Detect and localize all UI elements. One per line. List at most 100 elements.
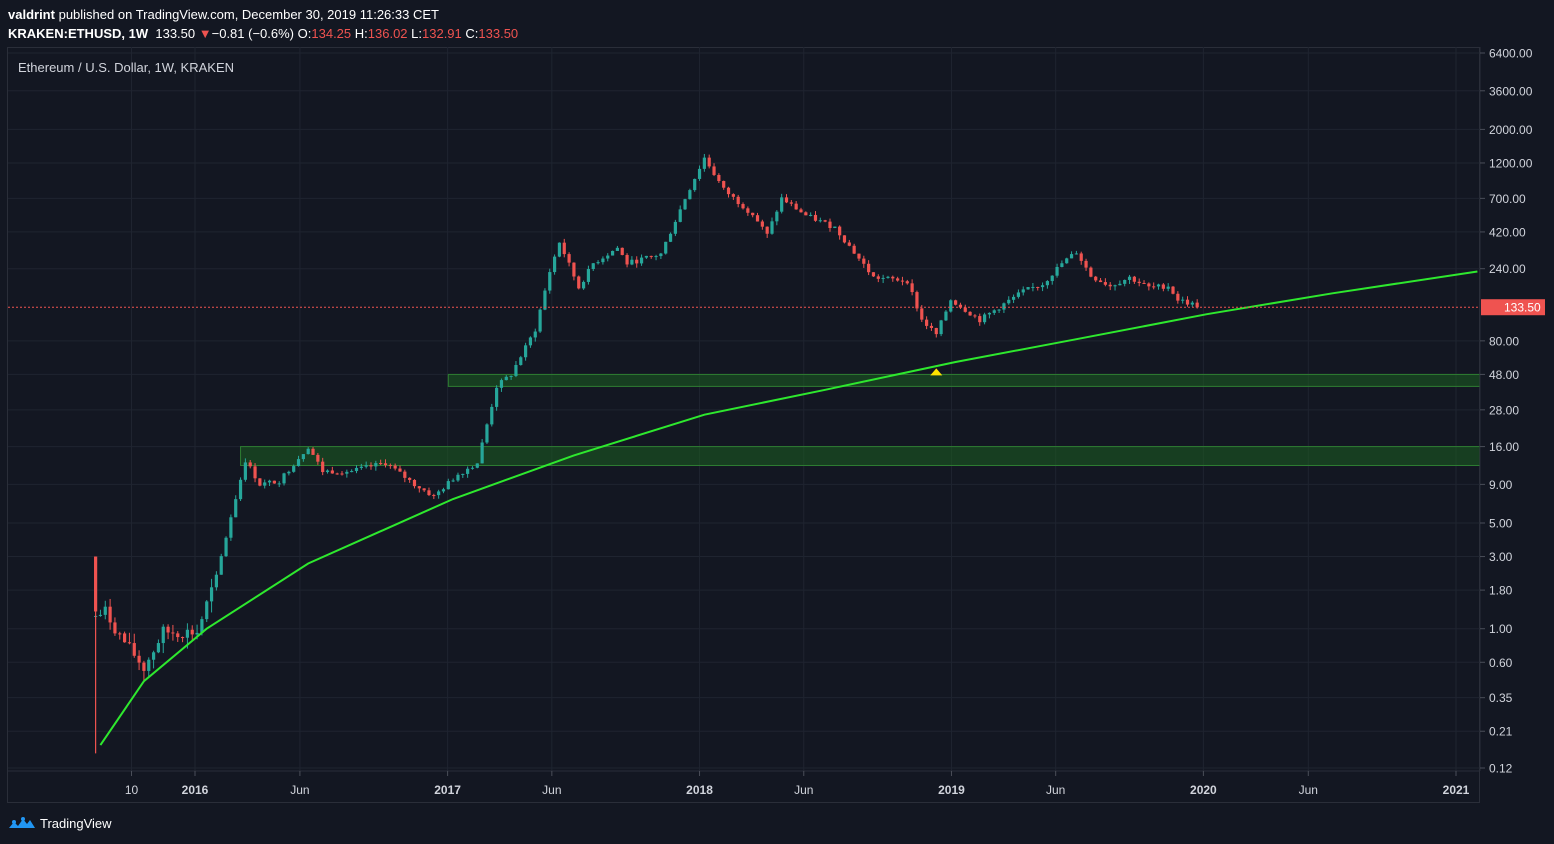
candle-body [277,483,281,485]
candle-body [591,263,595,270]
candle-body [1074,253,1078,255]
price-tick-label: 0.60 [1489,656,1513,670]
candle-body [775,211,779,222]
candle-body [253,466,257,479]
candle-body [973,315,977,317]
candle-body [1142,282,1146,284]
candle-body [1190,302,1194,305]
candle-body [1002,303,1006,310]
price-tick-label: 240.00 [1489,262,1526,276]
time-tick-label: 2019 [938,783,965,797]
candle-body [809,214,813,216]
candle-body [528,337,533,346]
candle-body [838,226,842,236]
candle-body [490,406,494,425]
price-tick-label: 1.00 [1489,622,1513,636]
time-tick-label: 2016 [182,783,209,797]
candle-body [238,479,243,500]
candle-body [1137,281,1141,283]
candle-body [649,255,653,257]
candle-body [615,247,620,251]
candle-body [678,209,682,222]
candle-body [702,157,706,169]
author-name[interactable]: valdrint [8,7,55,22]
candle-body [379,463,383,465]
candle-body [1050,275,1054,282]
candle-body [1166,286,1170,289]
candle-body [499,380,504,388]
candle-body [997,309,1001,311]
low-value: 132.91 [422,26,462,41]
candle-body [412,479,417,487]
candle-body [427,490,431,496]
time-tick-label: Jun [1299,783,1318,797]
candle-body [949,300,953,312]
candle-body [190,629,194,635]
price-tick-label: 3.00 [1489,550,1513,564]
candle-body [200,619,204,633]
candle-body [958,304,963,308]
candle-body [1065,258,1069,264]
candle-body [171,632,175,634]
candle-body [934,327,938,335]
candle-body [533,331,537,338]
candle-body [751,212,755,216]
candle-body [185,629,190,638]
candle-body [891,276,895,279]
symbol-name[interactable]: KRAKEN:ETHUSD, 1W [8,26,149,41]
candle-body [248,462,252,467]
symbol-header: KRAKEN:ETHUSD, 1W 133.50 ▼−0.81 (−0.6%) … [8,26,518,41]
candle-body [1089,267,1093,277]
candle-body [688,190,692,200]
open-label: O: [297,26,312,41]
candle-body [151,652,156,660]
time-tick-label: 2021 [1443,783,1470,797]
candle-body [1176,293,1180,301]
candle-body [538,309,542,332]
candle-body [1007,299,1011,304]
candle-body [813,214,818,221]
candle-body [524,345,528,358]
candle-body [833,226,837,229]
tradingview-footer[interactable]: TradingView [8,814,112,832]
candle-body [234,499,238,518]
candle-body [625,254,629,265]
candle-body [755,215,760,222]
candle-body [871,272,876,277]
candle-body [543,290,547,310]
candle-body [1021,289,1025,293]
candle-body [886,276,890,278]
candle-body [359,466,363,468]
high-label: H: [354,26,368,41]
open-value: 134.25 [311,26,352,41]
time-tick-label: Jun [1046,783,1065,797]
candle-body [451,480,455,482]
candle-body [842,235,847,243]
candle-body [668,233,673,242]
candle-body [905,281,909,284]
candle-body [156,643,161,653]
candle-body [552,256,557,273]
candle-body [94,556,98,612]
candle-body [963,307,967,312]
candle-body [470,467,475,469]
candle-body [567,254,571,263]
candle-body [601,258,605,263]
price-tick-label: 6400.00 [1489,47,1533,61]
candle-body [562,242,566,255]
candle-body [804,212,808,216]
down-arrow-icon: ▼ [198,26,212,41]
candle-body [1040,285,1045,288]
candle-body [982,314,987,323]
support-zones [240,373,1481,466]
candle-body [142,662,146,671]
candle-body [1026,287,1030,290]
candle-body [127,642,132,644]
candle-body [393,465,397,469]
candle-body [760,221,764,227]
candle-body [1161,284,1165,289]
candle-body [799,209,803,213]
candle-body [267,480,272,483]
candle-body [784,197,789,203]
